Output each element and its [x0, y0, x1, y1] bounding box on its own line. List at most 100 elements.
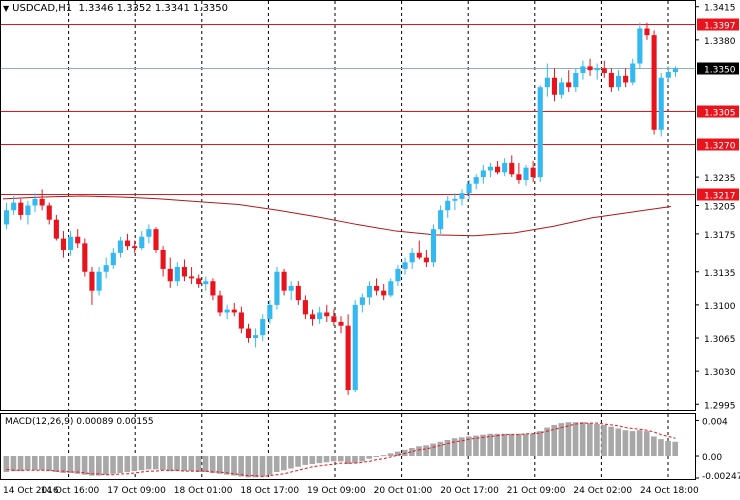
macd-bar [651, 436, 657, 457]
macd-bar [281, 456, 287, 471]
macd-bar [259, 456, 266, 477]
macd-bar [579, 422, 586, 457]
macd-bar [302, 456, 308, 465]
macd-bar [209, 456, 216, 473]
macd-bar [17, 456, 24, 472]
candle-body [75, 236, 81, 244]
macd-bar [188, 456, 195, 472]
candle-body [480, 170, 486, 178]
macd-bar [316, 456, 323, 464]
macd-bar [601, 424, 607, 457]
candle-body [60, 238, 67, 250]
macd-bar [131, 456, 138, 472]
candle-body [103, 265, 109, 272]
candle-body [139, 236, 145, 249]
macd-header: MACD(12,26,9) 0.00089 0.00155 [5, 417, 154, 427]
macd-bar [636, 430, 643, 457]
macd-bar [423, 445, 429, 457]
macd-bar [110, 456, 116, 474]
macd-bar [594, 424, 600, 457]
macd-axis: 0.004 0.00 -0.00247 [695, 417, 740, 482]
candle-body [203, 281, 209, 285]
candle-body [459, 193, 465, 199]
macd-bar [480, 434, 486, 457]
macd-bar [74, 456, 81, 474]
candle-body [210, 281, 216, 296]
macd-bar [586, 423, 593, 457]
macd-bar [444, 440, 451, 457]
macd-bar [96, 456, 102, 476]
macd-bar [245, 456, 252, 478]
macd-histogram [3, 422, 678, 478]
macd-bar [551, 424, 558, 457]
macd-bar [515, 433, 522, 457]
macd-bar [288, 456, 294, 469]
time-label: 20 Oct 17:00 [440, 486, 499, 496]
ohlc-low: 1.3341 [154, 3, 190, 14]
candle-body [395, 268, 401, 282]
macd-bar [508, 433, 515, 457]
candle-body [381, 290, 387, 296]
candle-body [288, 285, 294, 291]
candle-body [146, 229, 152, 237]
candle-body [374, 285, 380, 291]
candle-body [309, 314, 316, 320]
macd-bar [451, 438, 458, 457]
ohlc-open: 1.3346 [78, 3, 114, 14]
candle-body [110, 252, 116, 266]
time-label: 18 Oct 17:00 [240, 486, 299, 496]
candle-body [153, 229, 159, 250]
candle-body [117, 240, 123, 253]
macd-bar [152, 456, 159, 470]
macd-bar [345, 456, 351, 465]
candle-body [132, 246, 138, 249]
macd-tick-label: 0.00 [702, 453, 722, 463]
candle-body [96, 271, 102, 291]
macd-bar [394, 451, 401, 457]
macd-bar [537, 431, 543, 457]
candle-body [402, 262, 408, 269]
macd-bar [252, 456, 259, 478]
macd-bar [337, 456, 344, 462]
candle-body [174, 267, 180, 282]
candle-body [473, 177, 479, 184]
candle-body [46, 205, 52, 220]
time-label: 18 Oct 01:00 [174, 486, 233, 496]
candle-body [267, 304, 273, 320]
macd-bar [3, 456, 10, 473]
price-axis: 1.3397 1.3305 1.3270 1.3217 1.3350 1.3415 1.33… [695, 4, 739, 411]
price-tick-label: 1.3205 [704, 203, 736, 213]
macd-bar [216, 456, 223, 474]
macd-bar [124, 456, 131, 473]
candle-body [4, 210, 10, 225]
candle-body [423, 257, 429, 263]
macd-bar [238, 456, 244, 477]
time-label: 21 Oct 09:00 [507, 486, 566, 496]
candle-body [665, 72, 671, 78]
candle-body [366, 285, 373, 298]
candle-body [324, 312, 330, 317]
level-tag-label: 1.3270 [704, 142, 736, 152]
macd-bar [565, 422, 572, 457]
candle-body [359, 297, 365, 305]
macd-bar [658, 439, 664, 457]
candle-body [189, 276, 195, 279]
macd-bar [672, 441, 678, 457]
candle-body [167, 268, 173, 282]
macd-bar [522, 433, 529, 457]
candle-body [637, 28, 643, 64]
macd-tick-label: -0.00247 [702, 472, 740, 482]
macd-bar [24, 456, 31, 471]
candle-body [494, 166, 501, 173]
chart-menu-arrow-icon[interactable]: ▼ [3, 4, 10, 13]
macd-bar [309, 456, 316, 465]
macd-bar [544, 427, 550, 457]
macd-bar [323, 456, 330, 463]
macd-bar [608, 426, 614, 457]
macd-bar [202, 456, 209, 473]
macd-bar [46, 456, 52, 472]
candle-body [487, 166, 493, 171]
price-tick-label: 1.3235 [704, 174, 736, 184]
macd-bar [373, 456, 380, 458]
